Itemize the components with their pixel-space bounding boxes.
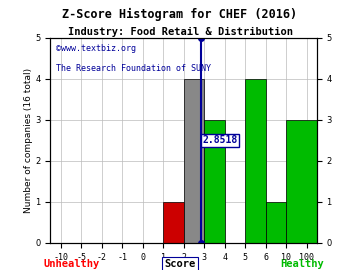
Text: Healthy: Healthy	[280, 259, 324, 269]
Bar	[184, 79, 204, 243]
Y-axis label: Number of companies (16 total): Number of companies (16 total)	[23, 68, 32, 213]
Text: Z-Score Histogram for CHEF (2016): Z-Score Histogram for CHEF (2016)	[62, 8, 298, 21]
Bar	[266, 202, 286, 243]
Text: The Research Foundation of SUNY: The Research Foundation of SUNY	[56, 65, 211, 73]
Bar	[245, 79, 266, 243]
Text: Industry: Food Retail & Distribution: Industry: Food Retail & Distribution	[68, 27, 292, 37]
Bar	[286, 120, 327, 243]
Text: ©www.textbiz.org: ©www.textbiz.org	[56, 44, 136, 53]
Bar	[204, 120, 225, 243]
Bar	[163, 202, 184, 243]
Text: Score: Score	[165, 259, 195, 269]
Text: Unhealthy: Unhealthy	[43, 259, 99, 269]
Text: 2.8518: 2.8518	[202, 135, 237, 146]
